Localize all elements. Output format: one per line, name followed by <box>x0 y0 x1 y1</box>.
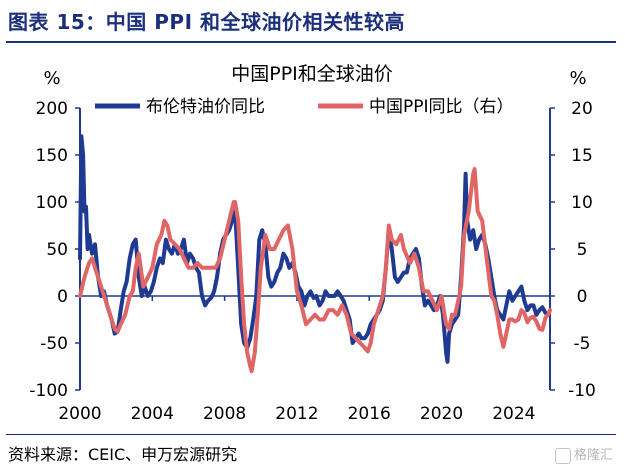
chart-title: 中国PPI和全球油价 <box>231 63 393 85</box>
legend-label-ppi: 中国PPI同比（右） <box>369 97 514 117</box>
right-axis-unit: % <box>569 68 586 89</box>
left-tick-label: 50 <box>46 240 68 260</box>
left-tick-label: 200 <box>36 99 68 119</box>
source-divider <box>6 434 616 435</box>
left-tick-label: -100 <box>29 381 68 401</box>
right-tick-label: 15 <box>571 146 593 166</box>
left-tick-label: 0 <box>57 287 68 307</box>
right-tick-label: 10 <box>571 193 593 213</box>
left-tick-label: -50 <box>40 334 68 354</box>
watermark-logo-icon <box>554 447 571 464</box>
series-layer <box>78 134 552 374</box>
x-tick-label: 2024 <box>492 404 535 424</box>
source-note: 资料来源：CEIC、申万宏源研究 <box>8 445 238 464</box>
title-divider <box>6 41 616 43</box>
right-tick-label: 5 <box>577 240 588 260</box>
left-tick-label: 150 <box>36 146 68 166</box>
series-line-oil <box>78 134 548 364</box>
series-line-ppi <box>78 167 552 374</box>
x-tick-label: 2000 <box>58 404 101 424</box>
legend-label-oil: 布伦特油价同比 <box>146 97 265 117</box>
left-axis-unit: % <box>43 68 60 89</box>
right-tick-label: 0 <box>577 287 588 307</box>
watermark-text: 格隆汇 <box>573 448 613 463</box>
legend: 布伦特油价同比 中国PPI同比（右） <box>95 97 514 117</box>
left-tick-label: 100 <box>36 193 68 213</box>
right-tick-label: -5 <box>574 334 591 354</box>
figure-title: 图表 15：中国 PPI 和全球油价相关性较高 <box>8 10 405 34</box>
x-tick-label: 2012 <box>275 404 318 424</box>
right-tick-label: -10 <box>568 381 596 401</box>
x-tick-label: 2020 <box>420 404 463 424</box>
x-tick-label: 2004 <box>131 404 174 424</box>
x-tick-label: 2008 <box>203 404 246 424</box>
watermark: 格隆汇 <box>554 444 613 464</box>
x-tick-label: 2016 <box>348 404 391 424</box>
right-tick-label: 20 <box>571 99 593 119</box>
